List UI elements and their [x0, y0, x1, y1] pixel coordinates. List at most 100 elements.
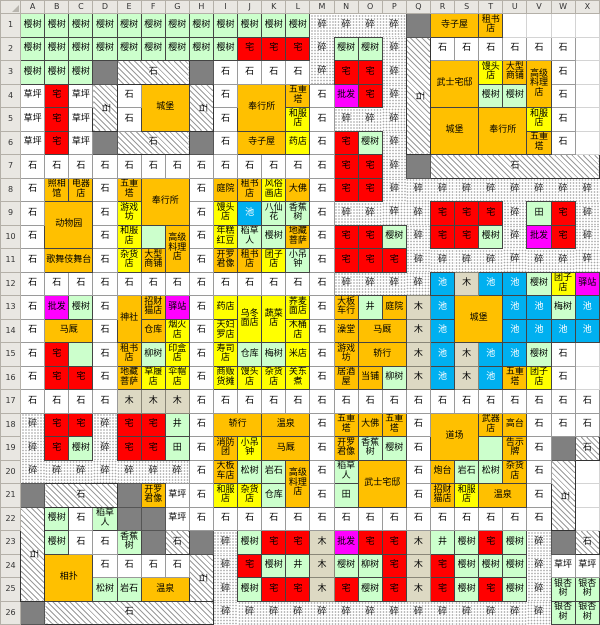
grid-cell[interactable]: 碎 [309, 13, 335, 37]
grid-cell[interactable]: 草坪 [164, 506, 190, 531]
grid-cell[interactable] [478, 436, 504, 461]
grid-cell[interactable] [574, 107, 600, 132]
grid-cell[interactable]: 地藏菩萨 [285, 224, 311, 249]
grid-cell[interactable]: 碎 [92, 436, 118, 460]
grid-cell[interactable]: 樱树 [140, 13, 166, 38]
grid-cell[interactable]: 草坪 [550, 553, 576, 578]
grid-cell[interactable]: 梅树 [261, 342, 287, 367]
row-header-14[interactable]: 14 [0, 318, 22, 343]
grid-cell[interactable]: 池 [237, 201, 263, 226]
grid-cell[interactable]: 石 [212, 83, 239, 108]
grid-cell[interactable]: 石 [309, 248, 335, 273]
grid-cell[interactable]: 石 [574, 412, 600, 437]
grid-cell[interactable]: 石 [164, 154, 190, 179]
grid-cell[interactable]: 田 [333, 483, 359, 508]
grid-cell[interactable]: 杂货店 [261, 365, 287, 390]
grid-cell[interactable]: 池 [550, 318, 576, 343]
grid-cell[interactable]: 石 [429, 36, 456, 61]
grid-cell[interactable]: 石 [526, 389, 552, 414]
grid-cell[interactable] [68, 342, 94, 367]
grid-cell[interactable]: 石 [164, 530, 190, 555]
grid-cell[interactable]: 宅 [44, 412, 70, 437]
grid-cell[interactable]: 樱树 [237, 577, 263, 602]
grid-cell[interactable]: 石 [405, 389, 431, 414]
grid-cell[interactable]: 草坪 [68, 107, 94, 132]
grid-cell[interactable]: 石 [188, 506, 214, 531]
grid-cell[interactable]: 石 [20, 154, 46, 179]
grid-cell[interactable]: 樱树 [237, 13, 263, 38]
grid-cell[interactable]: 关东煮 [285, 365, 311, 390]
grid-cell[interactable]: 武士宅邸 [357, 459, 407, 508]
grid-cell[interactable]: 碎 [526, 178, 551, 202]
grid-cell[interactable]: 宅 [478, 530, 504, 555]
grid-cell[interactable]: 碎 [551, 178, 576, 202]
grid-cell[interactable]: 石 [188, 436, 214, 461]
grid-cell[interactable]: 碎 [213, 530, 238, 554]
grid-cell[interactable]: 木桶店 [285, 318, 311, 343]
grid-cell[interactable]: 游戏坊 [116, 201, 142, 226]
col-header-I[interactable]: I [212, 0, 239, 14]
grid-cell[interactable]: 碎 [526, 601, 551, 625]
grid-cell[interactable]: 药店 [212, 295, 239, 320]
grid-cell[interactable]: 石 [574, 530, 600, 555]
grid-cell[interactable]: 木 [405, 530, 431, 555]
grid-cell[interactable]: 碎 [406, 272, 431, 296]
grid-cell[interactable]: 石 [357, 389, 383, 414]
grid-cell[interactable]: 石 [550, 83, 576, 108]
grid-cell[interactable]: 木 [405, 577, 431, 602]
grid-cell[interactable]: 当铺 [357, 365, 383, 390]
grid-cell[interactable]: 石 [20, 506, 46, 602]
grid-cell[interactable]: 木 [405, 365, 431, 390]
grid-cell[interactable]: 消防团 [212, 436, 239, 461]
grid-cell[interactable]: 木 [405, 342, 431, 367]
grid-cell[interactable]: 石 [212, 271, 239, 296]
grid-cell[interactable]: 碎 [406, 225, 431, 249]
grid-cell[interactable]: 石 [405, 412, 431, 437]
col-header-B[interactable]: B [44, 0, 70, 14]
grid-cell[interactable]: 碎 [382, 60, 407, 84]
grid-cell[interactable]: 石 [574, 389, 600, 414]
grid-cell[interactable]: 石 [381, 389, 407, 414]
col-header-A[interactable]: A [20, 0, 46, 14]
grid-cell[interactable]: 批发 [44, 295, 70, 320]
grid-cell[interactable]: 宅 [429, 224, 456, 249]
grid-cell[interactable]: 樱树 [68, 36, 94, 61]
grid-cell[interactable]: 和服店 [526, 107, 552, 132]
grid-cell[interactable]: 碎 [502, 225, 527, 249]
grid-cell[interactable]: 香蕉树 [285, 201, 311, 226]
grid-cell[interactable]: 石 [550, 107, 576, 132]
grid-cell[interactable]: 碎 [68, 460, 93, 484]
grid-cell[interactable]: 石 [92, 342, 118, 367]
grid-cell[interactable]: 宅 [381, 530, 407, 555]
grid-cell[interactable]: 批发 [333, 530, 359, 555]
grid-cell[interactable]: 石 [550, 389, 576, 414]
grid-cell[interactable]: 碎 [20, 413, 45, 437]
grid-cell[interactable]: 樱树 [140, 36, 166, 61]
grid-cell[interactable]: 池 [574, 318, 600, 343]
grid-cell[interactable]: 樱树 [333, 553, 359, 578]
grid-cell[interactable]: 石 [116, 60, 190, 85]
row-header-7[interactable]: 7 [0, 154, 22, 179]
grid-cell[interactable]: 宅 [237, 36, 263, 61]
col-header-K[interactable]: K [261, 0, 287, 14]
grid-cell[interactable]: 樱树 [44, 13, 70, 38]
grid-cell[interactable]: 碎 [454, 248, 479, 272]
grid-cell[interactable]: 杂货店 [116, 248, 142, 273]
grid-cell[interactable]: 石 [405, 483, 431, 508]
grid-cell[interactable]: 碎 [141, 460, 166, 484]
grid-cell[interactable]: 碎 [382, 13, 407, 37]
grid-cell[interactable]: 碎 [92, 413, 118, 437]
grid-cell[interactable]: 城堡 [429, 107, 480, 155]
grid-cell[interactable]: 石 [285, 154, 311, 179]
grid-cell[interactable]: 石 [140, 154, 166, 179]
grid-cell[interactable]: 樱树 [20, 13, 46, 38]
grid-cell[interactable]: 井 [285, 553, 311, 578]
grid-cell[interactable]: 樱树 [68, 60, 94, 85]
grid-cell[interactable]: 梅树 [550, 295, 576, 320]
grid-cell[interactable]: 碎 [309, 601, 335, 625]
grid-cell[interactable]: 石 [68, 389, 94, 414]
col-header-P[interactable]: P [381, 0, 407, 14]
col-header-H[interactable]: H [188, 0, 214, 14]
grid-cell[interactable]: 印盒店 [164, 342, 190, 367]
grid-cell[interactable]: 樱树 [164, 13, 190, 38]
